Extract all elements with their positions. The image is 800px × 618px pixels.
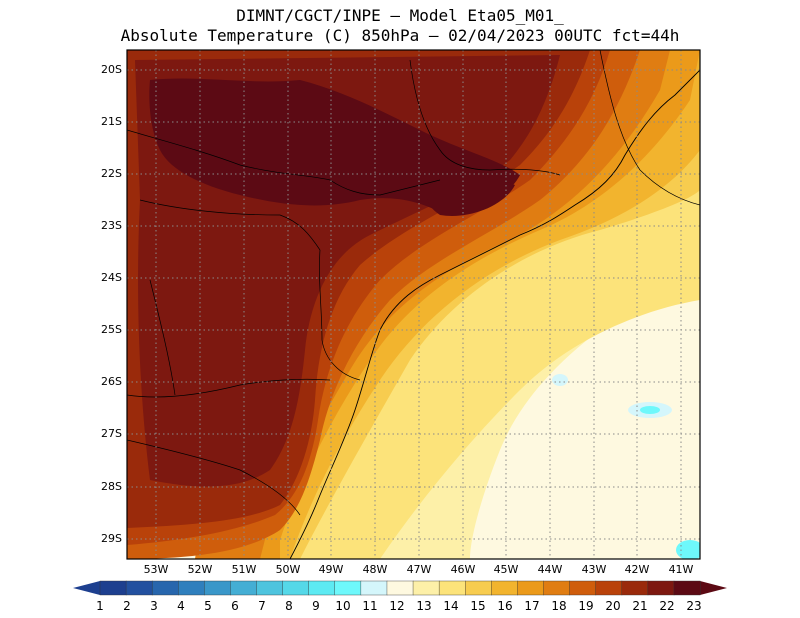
latitude-label: 28S xyxy=(101,480,122,493)
colorbar-label: 13 xyxy=(416,599,432,613)
colorbar-label: 12 xyxy=(389,599,405,613)
longitude-label: 50W xyxy=(275,563,301,576)
colorbar-swatch xyxy=(308,580,336,596)
colorbar-label: 23 xyxy=(686,599,702,613)
colorbar-swatch xyxy=(491,580,518,596)
longitude-label: 47W xyxy=(406,563,432,576)
temperature-field xyxy=(127,50,700,559)
colorbar-label: 1 xyxy=(96,599,104,613)
colorbar-label: 3 xyxy=(150,599,158,613)
colorbar-label: 17 xyxy=(524,599,540,613)
colorbar-label: 4 xyxy=(177,599,185,613)
colorbar-label: 2 xyxy=(123,599,131,613)
latitude-label: 20S xyxy=(101,63,122,76)
colorbar xyxy=(73,580,727,596)
colorbar-swatch xyxy=(543,580,571,596)
colorbar-swatch xyxy=(647,580,675,596)
colorbar-label: 8 xyxy=(285,599,293,613)
longitude-label: 45W xyxy=(493,563,519,576)
colorbar-swatch xyxy=(386,580,414,596)
latitude-label: 24S xyxy=(101,271,122,284)
graticule xyxy=(127,50,700,559)
longitude-label: 44W xyxy=(537,563,563,576)
longitude-label: 43W xyxy=(581,563,607,576)
colorbar-label: 9 xyxy=(312,599,320,613)
map-title-line-2: Absolute Temperature (C) 850hPa – 02/04/… xyxy=(120,26,680,45)
colorbar-swatch xyxy=(204,580,231,596)
colorbar-label: 21 xyxy=(632,599,648,613)
longitude-label: 51W xyxy=(231,563,257,576)
map-title-line-1: DIMNT/CGCT/INPE – Model Eta05_M01_ xyxy=(236,6,564,25)
colorbar-swatch xyxy=(282,580,310,596)
colorbar-label: 7 xyxy=(258,599,266,613)
latitude-label: 22S xyxy=(101,167,122,180)
colorbar-swatch xyxy=(595,580,623,596)
latitude-label: 26S xyxy=(101,375,122,388)
colorbar-swatch xyxy=(412,580,440,596)
colorbar-swatch xyxy=(465,580,492,596)
longitude-label: 49W xyxy=(318,563,344,576)
colorbar-low-arrow xyxy=(73,581,100,595)
colorbar-label: 11 xyxy=(362,599,378,613)
colorbar-label: 15 xyxy=(470,599,486,613)
colorbar-label: 19 xyxy=(578,599,594,613)
colorbar-swatch xyxy=(99,580,127,596)
latitude-label: 29S xyxy=(101,532,122,545)
longitude-label: 46W xyxy=(450,563,476,576)
colorbar-label: 16 xyxy=(497,599,513,613)
colorbar-label: 22 xyxy=(659,599,675,613)
longitude-label: 52W xyxy=(187,563,213,576)
longitude-label: 41W xyxy=(668,563,694,576)
colorbar-swatch xyxy=(151,580,179,596)
colorbar-swatch xyxy=(256,580,284,596)
colorbar-label: 18 xyxy=(551,599,567,613)
colorbar-swatch xyxy=(569,580,597,596)
colorbar-high-arrow xyxy=(700,581,727,595)
colorbar-swatch xyxy=(517,580,544,596)
colorbar-swatch xyxy=(178,580,205,596)
colorbar-label: 10 xyxy=(335,599,351,613)
latitude-label: 27S xyxy=(101,427,122,440)
longitude-label: 42W xyxy=(624,563,650,576)
latitude-label: 25S xyxy=(101,323,122,336)
colorbar-swatch xyxy=(438,580,466,596)
colorbar-swatch xyxy=(673,580,701,596)
longitude-label: 53W xyxy=(143,563,169,576)
colorbar-swatch xyxy=(125,580,153,596)
colorbar-swatch xyxy=(621,580,649,596)
colorbar-swatch xyxy=(230,580,258,596)
longitude-label: 48W xyxy=(362,563,388,576)
latitude-label: 23S xyxy=(101,219,122,232)
colorbar-label: 20 xyxy=(605,599,621,613)
map-frame xyxy=(126,49,701,560)
colorbar-label: 14 xyxy=(443,599,459,613)
latitude-label: 21S xyxy=(101,115,122,128)
colorbar-label: 6 xyxy=(231,599,239,613)
colorbar-swatch xyxy=(360,580,388,596)
colorbar-label: 5 xyxy=(204,599,212,613)
colorbar-swatch xyxy=(334,580,362,596)
